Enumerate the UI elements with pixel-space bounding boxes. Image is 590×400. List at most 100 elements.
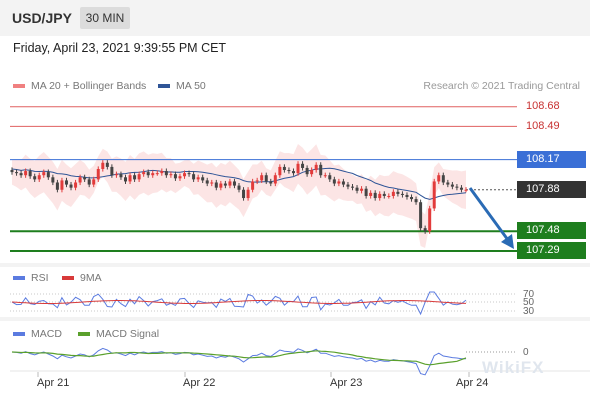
- candle-body: [232, 181, 236, 186]
- macd-signal-line: [11, 350, 467, 366]
- rsi-level-50: 50: [523, 297, 535, 308]
- candle-body: [10, 170, 14, 173]
- candle-body: [396, 191, 400, 194]
- candle-body: [296, 163, 300, 174]
- timestamp: Friday, April 23, 2021 9:39:55 PM CET: [13, 41, 227, 55]
- candle-body: [405, 194, 409, 198]
- panel-divider: [0, 263, 590, 267]
- candle-body: [46, 172, 50, 178]
- level-tag-107-48: 107.48: [517, 222, 586, 239]
- candle-body: [423, 228, 427, 232]
- candle-body: [264, 175, 268, 182]
- candle-body: [151, 173, 155, 176]
- candle-body: [410, 197, 414, 200]
- candle-body: [323, 175, 327, 177]
- bollinger-band: [12, 144, 466, 248]
- candle-body: [282, 166, 286, 171]
- candle-body: [228, 181, 232, 186]
- candle-body: [459, 187, 463, 190]
- candle-body: [351, 186, 354, 188]
- candle-body: [83, 177, 87, 180]
- legend-swatch: [158, 84, 170, 89]
- candle-body: [450, 184, 454, 187]
- candle-body: [373, 192, 377, 199]
- candle-body: [133, 175, 137, 180]
- candle-body: [205, 180, 209, 184]
- candle-body: [201, 177, 205, 181]
- candle-body: [251, 181, 255, 190]
- candle-body: [55, 182, 59, 190]
- candle-body: [96, 168, 100, 180]
- candle-body: [164, 171, 168, 176]
- candle-body: [382, 193, 386, 196]
- candle-body: [119, 174, 123, 178]
- timeframe-button[interactable]: 30 MIN: [80, 7, 130, 29]
- candle-body: [78, 177, 82, 183]
- candle-body: [223, 183, 227, 186]
- x-tick-label: Apr 23: [330, 377, 363, 389]
- candle-body: [101, 162, 105, 169]
- candle-body: [346, 184, 350, 187]
- candle-body: [314, 164, 318, 171]
- candle-body: [378, 193, 382, 199]
- candle-body: [187, 173, 191, 175]
- candle-body: [419, 202, 423, 229]
- level-tag-108-17: 108.17: [517, 151, 586, 168]
- x-tick-label: Apr 24: [456, 377, 489, 389]
- candle-body: [210, 182, 214, 184]
- candle-body: [332, 179, 336, 184]
- candle-body: [260, 175, 264, 181]
- legend-swatch: [62, 276, 74, 281]
- panel-divider: [0, 317, 590, 321]
- candle-body: [269, 181, 273, 184]
- candle-body: [464, 189, 468, 191]
- legend-macd: MACD: [13, 328, 62, 340]
- candle-body: [155, 173, 159, 175]
- ma50-line: [11, 167, 467, 200]
- legend-rsi-ma: 9MA: [62, 272, 102, 284]
- candle-body: [196, 177, 200, 180]
- candle-body: [341, 181, 345, 185]
- candle-body: [24, 171, 28, 176]
- level-tag-108-49: 108.49: [526, 120, 560, 132]
- legend-ma50: MA 50: [158, 80, 206, 92]
- candle-body: [28, 171, 32, 177]
- rsi-line: [11, 291, 467, 316]
- legend-swatch: [13, 276, 25, 281]
- candle-body: [105, 162, 109, 167]
- candle-body: [173, 174, 177, 179]
- candle-body: [432, 181, 436, 209]
- forecast-arrowhead: [501, 234, 514, 249]
- candle-body: [237, 185, 241, 190]
- candle-body: [214, 182, 218, 188]
- forecast-arrow: [468, 187, 510, 241]
- candle-body: [15, 172, 19, 174]
- candle-body: [369, 192, 373, 196]
- legend-swatch: [78, 332, 90, 337]
- candle-body: [110, 166, 114, 176]
- level-tag-108-68: 108.68: [526, 100, 560, 112]
- candle-body: [428, 208, 432, 232]
- rsi-level-70: 70: [523, 289, 535, 300]
- candle-body: [219, 183, 223, 188]
- candle-body: [455, 186, 459, 188]
- legend-rsi: RSI: [13, 272, 49, 284]
- rsi-ma-line: [11, 300, 467, 304]
- candle-body: [19, 173, 23, 176]
- candle-body: [69, 184, 73, 188]
- current-price-tag: 107.88: [517, 181, 586, 198]
- candle-body: [192, 174, 196, 180]
- candle-body: [33, 176, 37, 180]
- candle-body: [278, 166, 282, 176]
- legend-swatch: [13, 84, 25, 89]
- chart-header: USD/JPY 30 MIN: [0, 0, 590, 36]
- candle-body: [169, 174, 173, 176]
- candle-body: [441, 175, 445, 183]
- candle-body: [178, 176, 182, 179]
- candle-body: [337, 181, 341, 184]
- candle-body: [114, 174, 118, 176]
- candle-body: [92, 179, 96, 185]
- candle-body: [305, 167, 309, 175]
- x-tick-label: Apr 21: [37, 377, 70, 389]
